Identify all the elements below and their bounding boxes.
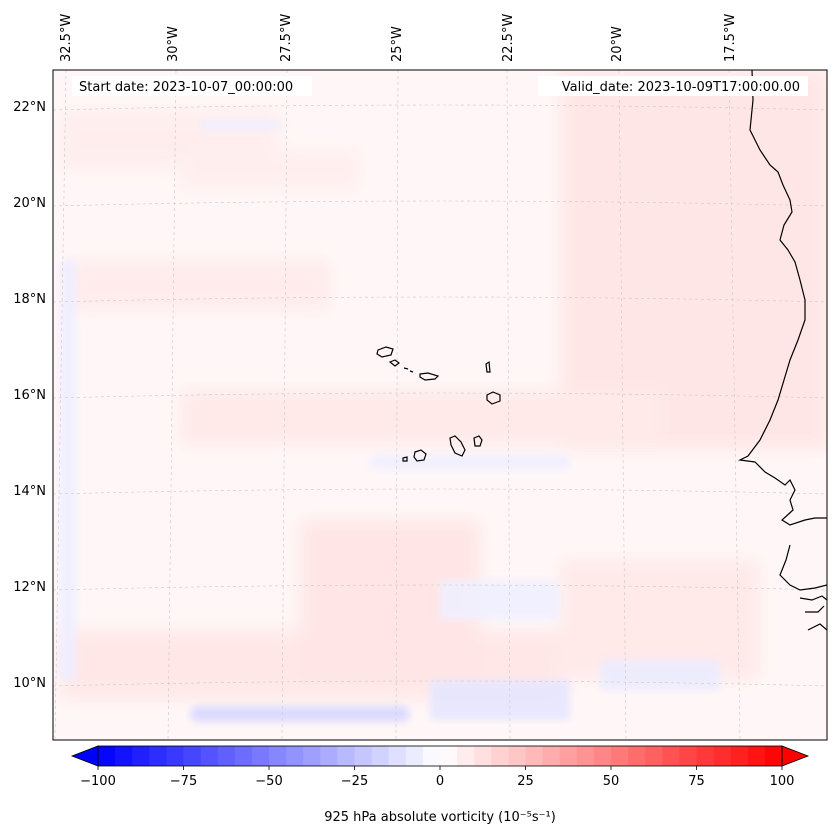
colorbar-segment — [422, 746, 441, 766]
colorbar-segment — [474, 746, 492, 766]
colorbar-segment — [251, 746, 270, 766]
lat-label: 12°N — [13, 580, 46, 595]
colorbar-segment — [320, 746, 338, 766]
lon-label: 32.5°W — [59, 14, 74, 62]
colorbar-segment — [269, 746, 287, 766]
colorbar-extend-min — [70, 745, 99, 767]
colorbar-tick-label: 50 — [603, 774, 620, 789]
colorbar-segment — [679, 746, 697, 766]
colorbar-segment — [730, 746, 749, 766]
valid-date-box — [538, 76, 808, 96]
colorbar-segment — [354, 746, 373, 766]
colorbar-segment — [132, 746, 150, 766]
lon-label: 30°W — [166, 26, 181, 62]
colorbar-segment — [183, 746, 202, 766]
colorbar-segments — [98, 746, 783, 766]
lon-label: 22.5°W — [501, 14, 516, 62]
colorbar-segment — [508, 746, 526, 766]
colorbar-segment — [200, 746, 219, 766]
colorbar-segment — [747, 746, 766, 766]
colorbar-segment — [628, 746, 646, 766]
colorbar-segment — [542, 746, 561, 766]
lon-label: 20°W — [610, 26, 625, 62]
colorbar-tick-label: 0 — [436, 774, 444, 789]
lon-label: 17.5°W — [723, 14, 738, 62]
colorbar-segment — [457, 746, 475, 766]
colorbar-tick-label: 25 — [517, 774, 534, 789]
colorbar-tick-label: −25 — [341, 774, 368, 789]
colorbar-segment — [234, 746, 253, 766]
colorbar-ticks: −100 −75 −50 −25 0 25 50 75 100 — [80, 766, 794, 789]
colorbar-segment — [662, 746, 680, 766]
colorbar-segment — [166, 746, 184, 766]
africa-coastline — [737, 70, 827, 631]
map-frame — [52, 69, 828, 741]
colorbar-segment — [525, 746, 544, 766]
colorbar: −100 −75 −50 −25 0 25 50 75 100 925 hPa absolute… — [70, 745, 810, 825]
colorbar-segment — [286, 746, 304, 766]
colorbar-segment — [645, 746, 663, 766]
colorbar-segment — [611, 746, 629, 766]
colorbar-segment — [388, 746, 407, 766]
lon-label: 27.5°W — [279, 14, 294, 62]
graticule — [53, 70, 827, 740]
valid-date-text: Valid_date: 2023-10-09T17:00:00.00 — [562, 80, 800, 95]
start-date-box — [72, 76, 312, 96]
colorbar-segment — [576, 746, 595, 766]
longitude-labels: 32.5°W 30°W 27.5°W 25°W 22.5°W 20°W 17.5… — [59, 14, 738, 62]
start-date-text: Start date: 2023-10-07_00:00:00 — [79, 80, 293, 95]
lat-label: 22°N — [13, 100, 46, 115]
vorticity-field — [53, 70, 827, 740]
lat-label: 16°N — [13, 388, 46, 403]
lat-label: 18°N — [13, 292, 46, 307]
lat-label: 14°N — [13, 484, 46, 499]
colorbar-segment — [764, 746, 783, 766]
colorbar-segment — [713, 746, 732, 766]
lat-label: 20°N — [13, 196, 46, 211]
colorbar-label: 925 hPa absolute vorticity (10⁻⁵s⁻¹) — [324, 810, 556, 825]
colorbar-segment — [115, 746, 133, 766]
colorbar-tick-label: −100 — [80, 774, 116, 789]
colorbar-tick-label: −50 — [255, 774, 282, 789]
colorbar-segment — [405, 746, 424, 766]
lon-label: 25°W — [390, 26, 405, 62]
colorbar-segment — [217, 746, 236, 766]
colorbar-segment — [149, 746, 167, 766]
colorbar-segment — [559, 746, 578, 766]
colorbar-tick-label: 75 — [688, 774, 705, 789]
colorbar-segment — [696, 746, 715, 766]
cape-verde-islands — [376, 346, 501, 462]
colorbar-segment — [593, 746, 612, 766]
lat-label: 10°N — [13, 676, 46, 691]
colorbar-segment — [303, 746, 321, 766]
colorbar-segment — [371, 746, 390, 766]
colorbar-tick-label: −75 — [170, 774, 197, 789]
colorbar-segment — [491, 746, 509, 766]
latitude-labels: 22°N 20°N 18°N 16°N 14°N 12°N 10°N — [13, 100, 46, 691]
colorbar-segment — [98, 746, 116, 766]
colorbar-segment — [337, 746, 355, 766]
colorbar-segment — [440, 746, 458, 766]
colorbar-extend-max — [781, 745, 810, 767]
colorbar-tick-label: 100 — [770, 774, 795, 789]
